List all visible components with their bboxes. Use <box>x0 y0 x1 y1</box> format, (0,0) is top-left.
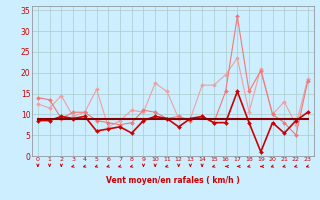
X-axis label: Vent moyen/en rafales ( km/h ): Vent moyen/en rafales ( km/h ) <box>106 176 240 185</box>
